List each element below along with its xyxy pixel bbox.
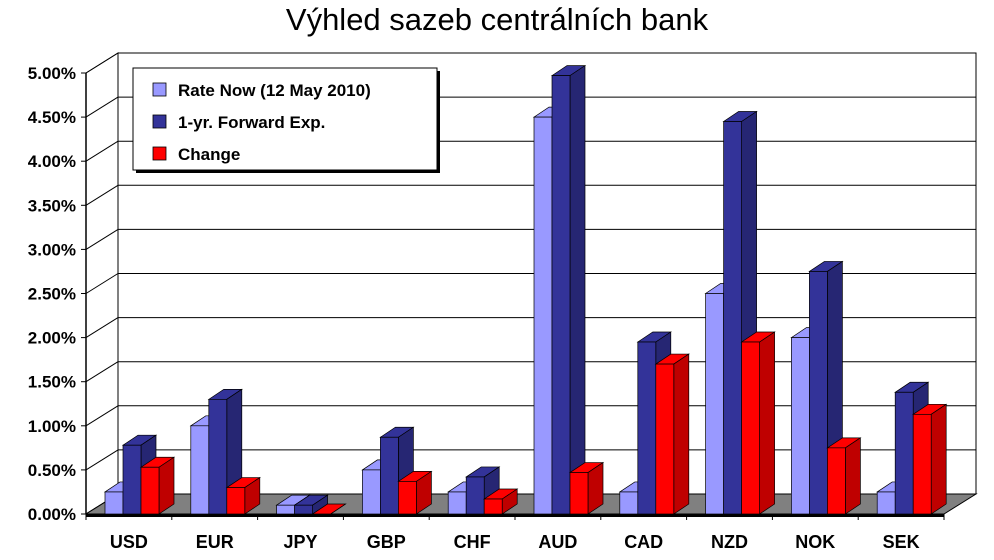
y-tick-label: 4.00% [28,152,76,171]
y-tick-label: 1.50% [28,373,76,392]
bar-front [276,504,295,515]
legend-swatch [152,146,167,161]
bar-side [158,456,175,515]
bar-front [190,425,210,515]
y-axis: 0.00% 0.50% 1.00% 1.50% 2.00% 2.50% 3.00% 3.50%… [28,64,87,524]
legend-label: Change [178,145,240,164]
y-tick-label: 2.50% [28,285,76,304]
bar-front [447,491,467,515]
bars [103,64,948,515]
bar-side [569,64,586,515]
y-tick-label: 5.00% [28,64,76,83]
gridline-side [85,52,119,74]
gridline-side [85,405,119,427]
x-tick-label: NOK [795,532,835,552]
x-tick-label: NZD [711,532,748,552]
bar-side [930,403,947,515]
bar-front [894,391,914,515]
bar-cad-3 [654,353,690,515]
gridline-side [85,228,119,250]
gridline-side [85,361,119,383]
x-tick-label: USD [110,532,148,552]
legend-swatch [152,82,167,97]
bar-front [912,413,932,515]
legend-swatch [152,114,167,129]
x-tick-label: CAD [624,532,663,552]
x-axis: USD EUR JPY GBP CHF AUD CAD NZD NOK SEK [85,514,945,552]
bar-gbp-3 [397,470,433,515]
bar-front [741,341,760,515]
legend: Rate Now (12 May 2010) 1-yr. Forward Exp.… [132,67,440,173]
bar-front [876,491,896,515]
y-tick-label: 1.00% [28,417,76,436]
x-tick-label: SEK [883,532,920,552]
bar-eur-3 [225,476,261,515]
y-tick-label: 4.50% [28,108,76,127]
y-tick-label: 3.50% [28,196,76,215]
gridline-side [85,317,119,339]
y-tick-label: 0.00% [28,505,76,524]
bar-front [208,398,228,515]
bar-front [809,271,828,515]
x-tick-label: GBP [367,532,406,552]
chart-title: Výhled sazeb centrálních bank [285,2,709,37]
bar-chf-3 [483,488,519,515]
gridline-side [85,184,119,206]
bar-front [140,466,160,515]
bar-usd-3 [139,456,176,515]
bar-front [551,75,571,515]
x-tick-label: CHF [454,532,491,552]
gridline-side [85,449,119,471]
legend-label: 1-yr. Forward Exp. [178,113,325,132]
bar-front [569,472,589,515]
legend-box [132,67,438,171]
bar-front [791,337,810,515]
bar-front [104,491,124,515]
bar-front [619,491,639,515]
bar-jpy-3 [311,503,347,515]
bar-front [122,444,142,515]
gridline-side [85,273,119,294]
y-tick-label: 0.50% [28,461,76,480]
legend-label: Rate Now (12 May 2010) [178,81,371,100]
bar-front [380,436,399,515]
bar-front [398,481,417,515]
bar-side [673,353,690,515]
y-tick-label: 2.00% [28,329,76,348]
bar-side [759,331,775,515]
gridline-side [85,96,119,118]
bar-front [637,341,657,515]
x-tick-label: JPY [283,532,317,552]
bar-jpy-2 [293,494,329,515]
bar-front [533,116,553,515]
bar-front [827,447,846,515]
bar-front [723,121,742,515]
gridline-side [85,140,119,162]
y-tick-label: 3.00% [28,240,76,259]
bar-front [655,363,675,515]
bar-side [845,437,861,515]
bar-aud-3 [568,461,605,515]
bar-front [226,487,246,515]
bar-front [294,504,313,515]
bar-front [705,293,724,515]
x-tick-label: EUR [196,532,234,552]
bar-front [362,469,381,515]
bar-aud-2 [550,64,587,515]
bar-front [465,476,485,515]
bar-side [330,503,346,515]
x-tick-label: AUD [538,532,577,552]
bar-nzd-3 [740,331,776,515]
bar-sek-3 [912,403,948,515]
bar-nok-3 [826,437,862,515]
bar-front [483,498,503,515]
